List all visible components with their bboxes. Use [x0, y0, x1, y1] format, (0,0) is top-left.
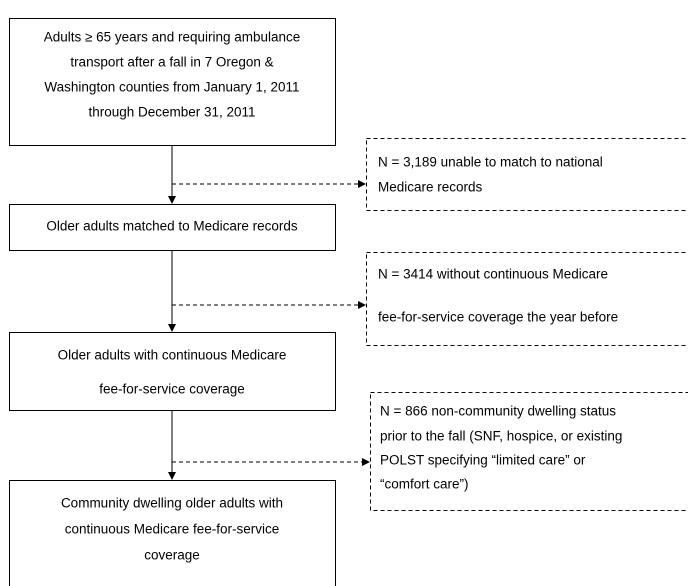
node-text: transport after a fall in 7 Oregon &: [70, 55, 273, 70]
exclusion-text: N = 866 non-community dwelling status: [380, 404, 616, 419]
exclusion-text: N = 3414 without continuous Medicare: [378, 267, 608, 282]
node-text: Older adults matched to Medicare records: [46, 219, 298, 234]
node-text: Adults ≥ 65 years and requiring ambulanc…: [44, 30, 301, 45]
box: [9, 18, 336, 146]
node-text: coverage: [144, 548, 200, 563]
exclusion-box: [366, 138, 688, 211]
exclusion-box: [366, 252, 688, 346]
texts: Adults ≥ 65 years and requiring ambulanc…: [44, 30, 623, 563]
node-text: Community dwelling older adults with: [61, 496, 283, 511]
exclusion-box: [370, 392, 688, 511]
box: [9, 332, 336, 411]
node-text: continuous Medicare fee-for-service: [65, 522, 280, 537]
exclusion-text: “comfort care”): [380, 477, 469, 492]
exclusion-text: N = 3,189 unable to match to national: [378, 155, 603, 170]
node-text: Washington counties from January 1, 2011: [44, 80, 299, 95]
exclusion-text: prior to the fall (SNF, hospice, or exis…: [380, 429, 622, 444]
box: [9, 480, 336, 586]
node-text: fee-for-service coverage: [99, 382, 245, 397]
box: [9, 204, 336, 251]
exclusion-text: Medicare records: [378, 180, 483, 195]
exclusion-text: POLST specifying “limited care” or: [380, 453, 586, 468]
node-text: Older adults with continuous Medicare: [58, 348, 287, 363]
exclusion-text: fee-for-service coverage the year before: [378, 310, 618, 325]
node-text: through December 31, 2011: [88, 105, 255, 120]
